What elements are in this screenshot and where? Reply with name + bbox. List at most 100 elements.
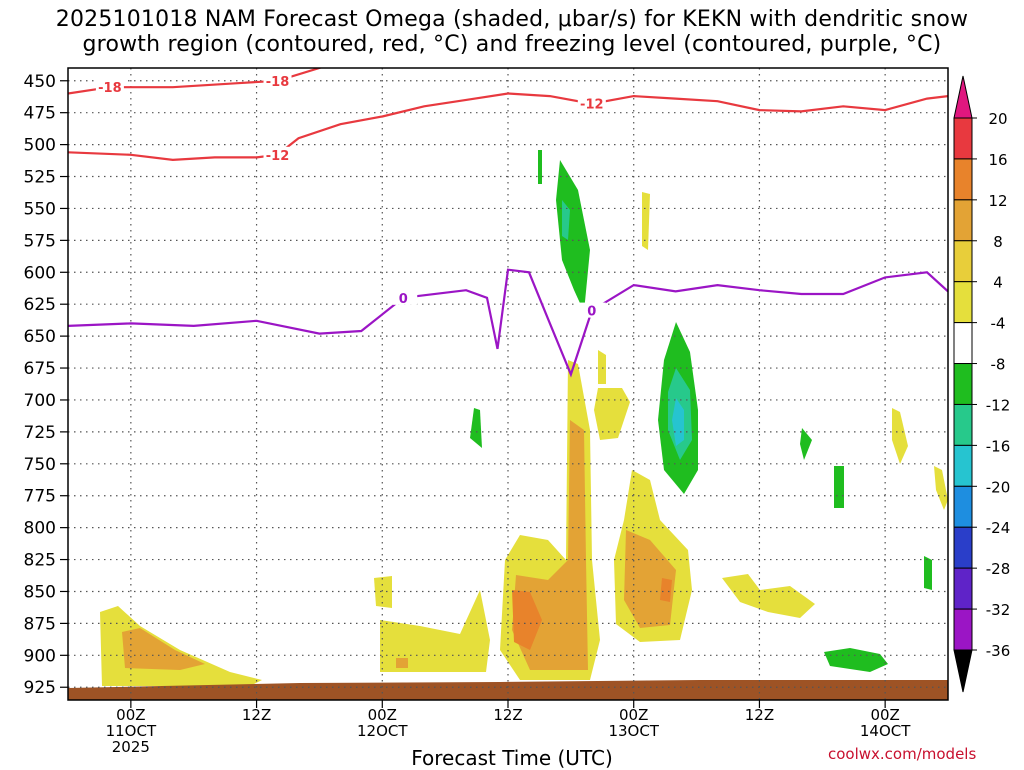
omega-region-negative (672, 398, 684, 446)
x-tick-label: 00Z (116, 706, 145, 724)
x-tick-label: 00Z (368, 706, 397, 724)
omega-region-positive (624, 530, 676, 628)
omega-region-negative (562, 200, 570, 240)
gridlines (68, 68, 948, 700)
contour-label: -18 (266, 75, 290, 90)
omega-region-positive (934, 466, 948, 510)
contour-label: 0 (399, 292, 408, 307)
x-tick-label: 12Z (745, 706, 774, 724)
y-tick-label: 675 (24, 359, 56, 379)
y-tick-label: 625 (24, 295, 56, 315)
x-tick-label: 12OCT (357, 722, 408, 740)
colorbar-swatch (953, 363, 973, 405)
colorbar-label: 8 (993, 233, 1003, 251)
y-tick-label: 750 (24, 455, 56, 475)
y-tick-label: 475 (24, 104, 56, 124)
omega-region-positive (660, 578, 672, 602)
colorbar: 20 16 12 8 4 -4 -8 -12 -16 -20 -24 -28 -32 -36 (953, 75, 1011, 693)
x-tick-label: 2025 (112, 738, 150, 756)
omega-region-negative (800, 428, 812, 460)
contour-label-bg (95, 79, 124, 95)
y-tick-label: 850 (24, 582, 56, 602)
contour-label: 0 (587, 305, 596, 320)
contour-label: -12 (580, 98, 604, 113)
colorbar-swatch (953, 526, 973, 569)
y-tick-label: 550 (24, 199, 56, 219)
y-tick-label: 700 (24, 391, 56, 411)
colorbar-swatch (953, 158, 973, 201)
omega-region-positive (380, 590, 490, 672)
y-tick-label: 800 (24, 519, 56, 539)
omega-region-negative (834, 466, 844, 508)
contour-label-bg (263, 146, 292, 162)
colorbar-label: 4 (993, 274, 1003, 292)
omega-region-positive (396, 658, 408, 668)
y-tick-label: 775 (24, 487, 56, 507)
omega-region-positive (892, 408, 908, 464)
contour-label-bg (577, 95, 606, 111)
omega-region-positive (122, 628, 205, 670)
contour-line (68, 268, 948, 378)
omega-region-positive (512, 590, 542, 650)
colorbar-swatch (953, 608, 973, 651)
chart-title-line-1: 2025101018 NAM Forecast Omega (shaded, μ… (55, 7, 969, 32)
colorbar-swatch (953, 240, 973, 283)
omega-region-negative (556, 160, 590, 312)
contour-label-bg (389, 289, 418, 305)
colorbar-label: 16 (988, 151, 1007, 169)
colorbar-label: 12 (988, 192, 1007, 210)
x-tick-label: 14OCT (860, 722, 911, 740)
y-tick-label: 450 (24, 72, 56, 92)
colorbar-swatch (953, 444, 973, 487)
y-tick-label: 525 (24, 168, 56, 188)
y-tick-label: 650 (24, 327, 56, 347)
contour-label-bg (577, 302, 606, 318)
colorbar-bottom-arrow (953, 649, 973, 693)
y-tick-label: 825 (24, 551, 56, 571)
colorbar-swatch (953, 322, 973, 365)
omega-region-positive (722, 574, 815, 618)
omega-region-positive (642, 192, 650, 250)
colorbar-swatch (953, 199, 973, 242)
y-tick-label: 575 (24, 231, 56, 251)
chart-title-line-2: growth region (contoured, red, °C) and f… (82, 32, 942, 57)
surface-terrain-band (68, 680, 948, 700)
colorbar-label: -36 (986, 642, 1011, 660)
y-tick-label: 875 (24, 614, 56, 634)
y-tick-label: 925 (24, 678, 56, 698)
colorbar-label: -12 (986, 396, 1011, 414)
colorbar-top-arrow (953, 75, 973, 119)
colorbar-swatch (953, 485, 973, 528)
x-axis-label: Forecast Time (UTC) (411, 746, 613, 770)
contour-lines: -18 -18 -12 -12 0 0 (68, 68, 948, 378)
omega-region-negative (538, 150, 542, 184)
omega-region-positive (594, 388, 630, 440)
x-tick-label: 00Z (619, 706, 648, 724)
omega-region-negative (824, 648, 888, 672)
colorbar-label: -4 (991, 315, 1006, 333)
colorbar-label: -16 (986, 437, 1011, 455)
colorbar-label: -8 (991, 356, 1006, 374)
x-tick-label: 12Z (242, 706, 271, 724)
omega-region-positive (598, 350, 606, 384)
y-axis: 450 475 500 525 550 575 600 625 650 675 700 725 750 7… (24, 72, 68, 698)
credit-text: coolwx.com/models (828, 745, 977, 763)
y-tick-label: 900 (24, 646, 56, 666)
omega-region-positive (374, 576, 392, 608)
x-tick-label: 12Z (493, 706, 522, 724)
plot-border (67, 67, 949, 701)
y-tick-label: 500 (24, 136, 56, 156)
x-tick-label: 13OCT (608, 722, 659, 740)
colorbar-swatch (953, 281, 973, 324)
colorbar-label: -28 (986, 560, 1011, 578)
contour-label: -12 (266, 149, 290, 164)
colorbar-swatch (953, 567, 973, 610)
colorbar-swatch (953, 403, 973, 446)
colorbar-label: -20 (986, 478, 1011, 496)
y-tick-label: 725 (24, 423, 56, 443)
contour-label-bg (263, 72, 292, 88)
x-tick-label: 00Z (870, 706, 899, 724)
y-tick-label: 600 (24, 263, 56, 283)
